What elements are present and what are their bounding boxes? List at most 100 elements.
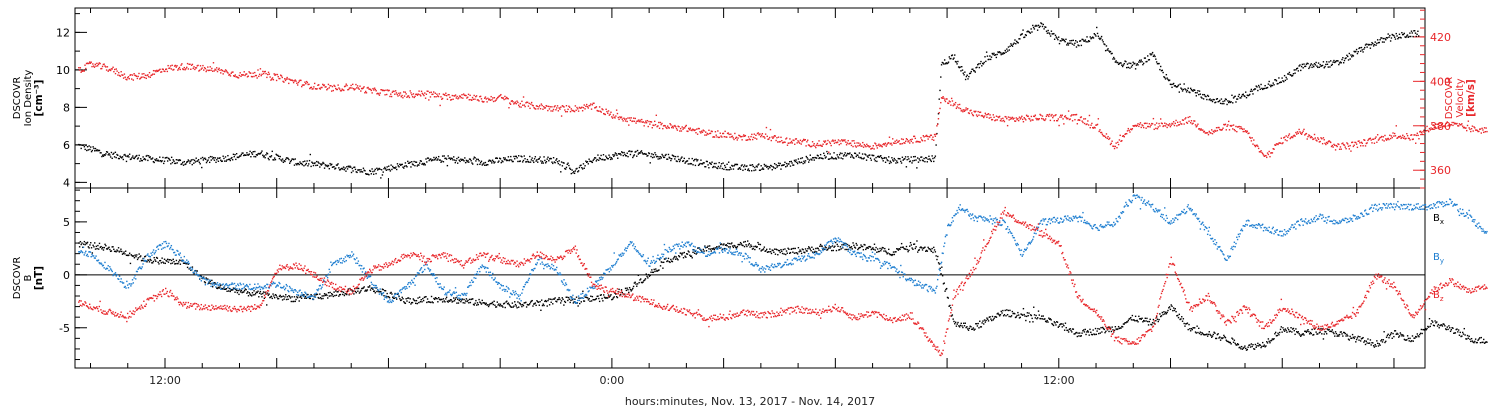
data-point: [567, 162, 569, 164]
data-point: [408, 301, 411, 304]
data-point: [280, 296, 282, 298]
data-point: [132, 157, 135, 159]
data-point: [80, 147, 82, 150]
data-point: [445, 94, 448, 97]
data-point: [491, 302, 493, 305]
data-point: [1000, 53, 1002, 56]
data-point: [1168, 79, 1171, 81]
data-point: [1063, 115, 1066, 118]
data-point: [678, 255, 680, 257]
data-point: [999, 52, 1002, 54]
data-point: [323, 84, 326, 86]
data-point: [1143, 122, 1146, 125]
data-point: [924, 140, 926, 142]
data-point: [614, 292, 616, 294]
data-point: [365, 289, 367, 291]
data-point: [91, 252, 94, 254]
data-point: [338, 295, 340, 297]
data-point: [155, 256, 158, 259]
data-point: [1047, 114, 1049, 116]
data-point: [1098, 332, 1100, 335]
data-point: [530, 159, 533, 161]
data-point: [1030, 115, 1033, 118]
data-point: [1436, 127, 1438, 129]
data-point: [1194, 124, 1197, 126]
data-point: [500, 93, 502, 96]
data-point: [213, 159, 216, 161]
data-point: [926, 250, 929, 252]
data-point: [542, 108, 544, 110]
data-point: [453, 156, 455, 158]
data-point: [165, 68, 168, 70]
data-point: [462, 159, 464, 161]
data-point: [629, 153, 632, 156]
data-point: [1382, 136, 1385, 138]
data-point: [337, 84, 339, 86]
data-point: [1123, 62, 1125, 65]
data-point: [827, 139, 829, 142]
data-point: [152, 69, 155, 72]
data-point: [1277, 82, 1279, 85]
data-point: [1269, 155, 1271, 158]
data-point: [125, 254, 128, 257]
data-point: [111, 68, 113, 70]
data-point: [164, 262, 166, 265]
data-point: [136, 154, 138, 157]
data-point: [263, 155, 266, 157]
data-point: [218, 157, 220, 160]
data-point: [1412, 138, 1414, 140]
data-point: [1260, 150, 1262, 152]
data-point: [387, 295, 389, 298]
data-point: [233, 75, 235, 77]
data-point: [191, 163, 193, 166]
data-point: [1033, 306, 1035, 308]
data-point: [1283, 136, 1286, 138]
data-point: [172, 69, 174, 71]
data-point: [601, 297, 603, 300]
data-point: [1220, 98, 1223, 100]
data-point: [352, 170, 354, 172]
data-point: [578, 106, 581, 109]
data-point: [289, 162, 291, 164]
data-point: [449, 300, 451, 302]
data-point: [977, 63, 980, 65]
data-point: [325, 293, 327, 296]
data-point: [125, 160, 128, 163]
data-point: [740, 165, 743, 167]
data-point: [614, 152, 617, 154]
data-point: [278, 157, 281, 160]
data-point: [160, 160, 163, 163]
data-point: [252, 151, 254, 153]
data-point: [1215, 101, 1217, 103]
data-point: [1305, 132, 1308, 135]
data-point: [1014, 120, 1016, 122]
data-point: [754, 245, 757, 247]
data-point: [1040, 114, 1042, 116]
data-point: [262, 156, 265, 158]
data-point: [391, 168, 393, 171]
data-point: [510, 159, 513, 161]
data-point: [476, 304, 478, 306]
data-point: [1038, 26, 1040, 28]
data-point: [513, 155, 515, 158]
data-point: [740, 135, 743, 138]
data-point: [194, 68, 196, 71]
data-point: [139, 160, 141, 162]
data-point: [873, 243, 876, 245]
data-point: [533, 158, 536, 160]
data-point: [1107, 135, 1109, 138]
data-point: [101, 246, 104, 249]
data-point: [883, 157, 885, 160]
data-point: [1409, 35, 1412, 38]
data-point: [1409, 32, 1411, 34]
data-point: [270, 79, 272, 81]
data-point: [411, 96, 414, 98]
data-point: [831, 140, 833, 142]
data-point: [113, 152, 115, 155]
data-point: [1279, 81, 1281, 84]
data-point: [564, 167, 566, 170]
data-point: [518, 306, 520, 308]
data-point: [682, 160, 685, 162]
data-point: [363, 86, 365, 88]
data-point: [1390, 37, 1393, 39]
